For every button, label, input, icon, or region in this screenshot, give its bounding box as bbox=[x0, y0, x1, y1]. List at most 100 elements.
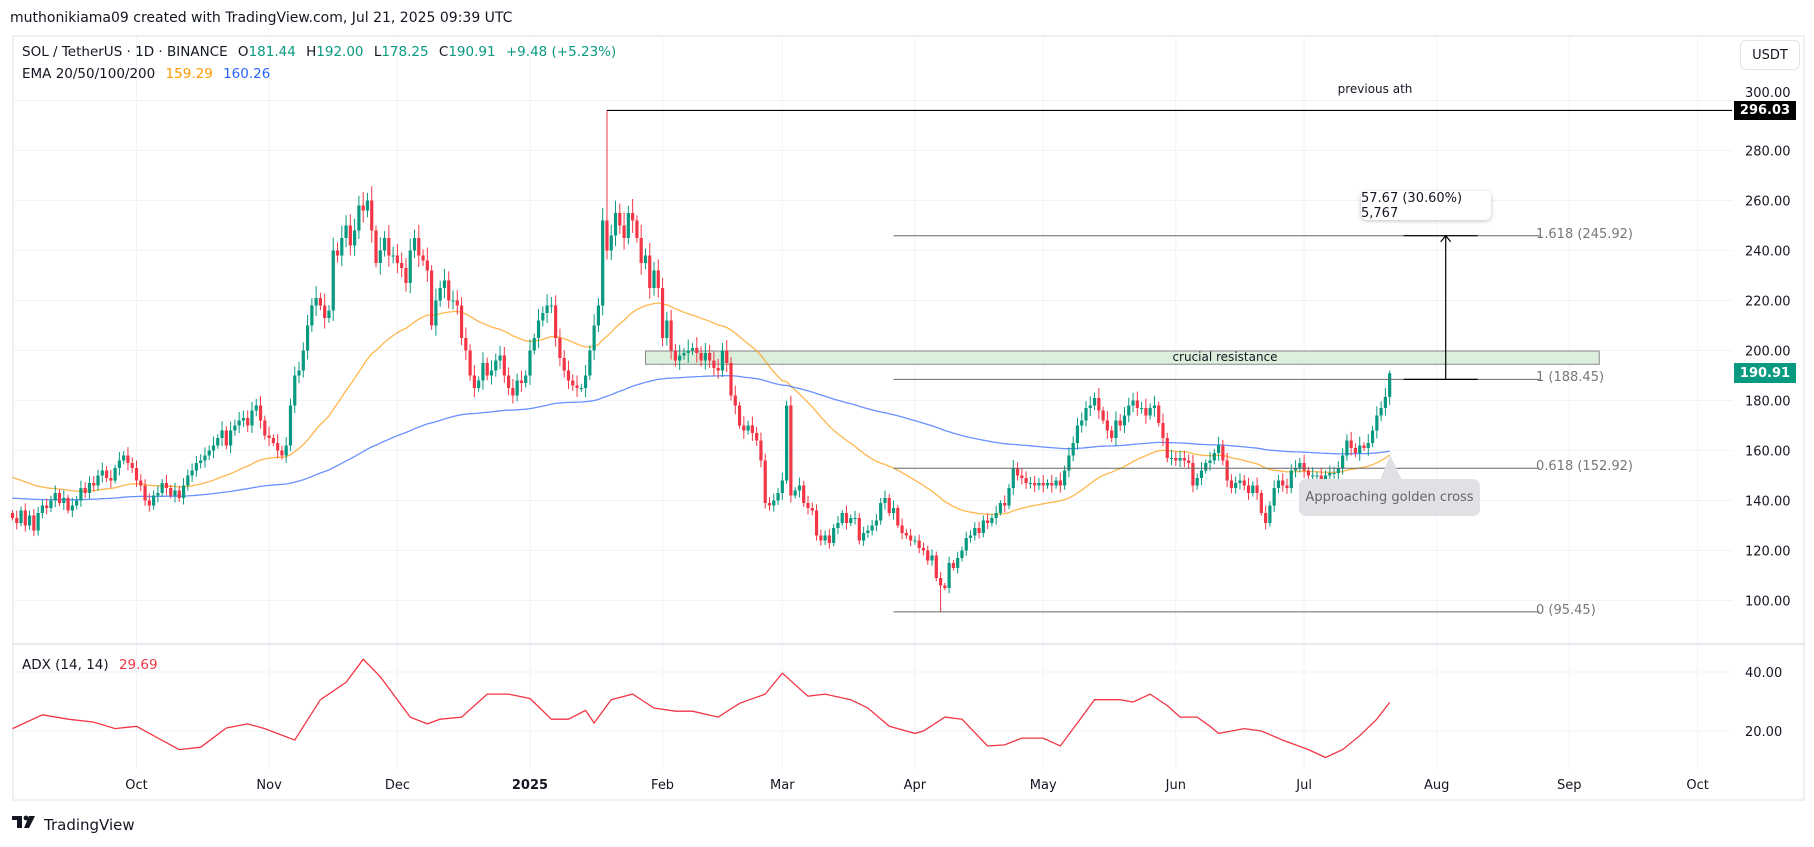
candle-body bbox=[686, 350, 690, 353]
candle bbox=[1161, 413, 1165, 447]
candle bbox=[1174, 451, 1178, 467]
candle-body bbox=[1020, 475, 1024, 478]
time-axis-label: Aug bbox=[1424, 778, 1449, 793]
candle-body bbox=[1080, 420, 1084, 426]
candle bbox=[759, 432, 763, 468]
candle bbox=[485, 357, 489, 381]
candle-body bbox=[1144, 408, 1148, 416]
candle-body bbox=[964, 538, 968, 551]
candle bbox=[1118, 414, 1122, 432]
candle bbox=[810, 502, 814, 516]
candle bbox=[622, 212, 626, 250]
candle-body bbox=[169, 488, 173, 496]
candle bbox=[353, 218, 357, 256]
candle-body bbox=[75, 500, 79, 506]
candle bbox=[211, 436, 216, 459]
candle bbox=[464, 327, 468, 360]
candle bbox=[220, 421, 224, 447]
candle-body bbox=[737, 405, 742, 426]
candle bbox=[964, 531, 968, 556]
candle bbox=[934, 551, 938, 582]
candle-body bbox=[357, 205, 361, 231]
adx-legend: ADX (14, 14) 29.69 bbox=[22, 657, 164, 673]
candle-body bbox=[1161, 423, 1165, 438]
candle bbox=[32, 509, 36, 537]
candle-body bbox=[857, 518, 861, 541]
candle bbox=[904, 529, 908, 539]
candle-body bbox=[536, 320, 541, 338]
candle bbox=[776, 488, 780, 505]
candle-body bbox=[412, 238, 417, 251]
measure-tooltip: 57.67 (30.60%) 5,767 bbox=[1361, 191, 1491, 221]
tradingview-logo[interactable]: TradingView bbox=[12, 814, 135, 835]
candle-body bbox=[66, 498, 70, 511]
candle bbox=[181, 477, 186, 505]
time-axis-label: Oct bbox=[125, 778, 147, 793]
candle bbox=[720, 342, 725, 378]
candle bbox=[169, 484, 173, 499]
candle bbox=[344, 215, 348, 248]
candle-body bbox=[36, 513, 40, 531]
candle bbox=[725, 340, 729, 373]
candle bbox=[772, 493, 776, 512]
candle-body bbox=[177, 490, 181, 498]
candle bbox=[152, 490, 156, 510]
time-axis-label: Sep bbox=[1557, 778, 1582, 793]
candle bbox=[199, 454, 203, 469]
candle bbox=[874, 514, 879, 532]
candle-body bbox=[956, 558, 960, 568]
candle bbox=[853, 510, 857, 525]
candle bbox=[712, 351, 716, 376]
candle-body bbox=[387, 238, 391, 256]
candle bbox=[605, 110, 609, 260]
candle-body bbox=[284, 445, 288, 456]
candle bbox=[1041, 475, 1045, 493]
candle bbox=[1033, 475, 1037, 493]
candle bbox=[631, 199, 635, 233]
candle-body bbox=[844, 513, 849, 523]
candle bbox=[156, 485, 160, 503]
candle bbox=[596, 298, 601, 332]
candle bbox=[990, 514, 994, 527]
candle bbox=[1075, 417, 1080, 450]
candle bbox=[301, 342, 305, 378]
candle-body bbox=[1033, 483, 1037, 486]
candle-body bbox=[1169, 458, 1174, 459]
candle-body bbox=[755, 433, 759, 441]
candle bbox=[1238, 473, 1242, 490]
candle-body bbox=[502, 355, 506, 376]
candle-body bbox=[468, 350, 472, 376]
candle bbox=[75, 495, 79, 510]
candle bbox=[288, 398, 293, 452]
candle-body bbox=[827, 535, 831, 543]
price-axis-label: 260.00 bbox=[1745, 195, 1791, 210]
candle-body bbox=[635, 220, 639, 238]
ema-label[interactable]: EMA 20/50/100/200 bbox=[22, 66, 156, 82]
candle bbox=[866, 525, 870, 538]
candle bbox=[746, 420, 750, 435]
currency-button[interactable]: USDT bbox=[1740, 40, 1800, 70]
candle-body bbox=[1041, 483, 1045, 486]
candle-body bbox=[1088, 405, 1092, 408]
candle bbox=[883, 490, 887, 510]
candle bbox=[977, 521, 981, 539]
time-axis-label: Feb bbox=[651, 778, 674, 793]
candle-body bbox=[70, 505, 74, 511]
symbol-name[interactable]: SOL / TetherUS · 1D · BINANCE bbox=[22, 44, 228, 60]
adx-label[interactable]: ADX (14, 14) bbox=[22, 657, 109, 673]
candle-body bbox=[477, 380, 481, 388]
candle-body bbox=[485, 363, 489, 376]
candle-body bbox=[708, 353, 712, 361]
candle-body bbox=[913, 540, 917, 542]
ema-value-orange: 159.29 bbox=[165, 66, 213, 82]
candle-body bbox=[1238, 480, 1242, 483]
candle bbox=[23, 503, 27, 532]
candle bbox=[1131, 392, 1135, 413]
candle bbox=[1225, 452, 1229, 488]
candle bbox=[1003, 495, 1007, 513]
candle-body bbox=[1225, 460, 1229, 481]
candle-body bbox=[519, 380, 524, 383]
candle-body bbox=[1114, 420, 1118, 438]
candle bbox=[203, 447, 207, 468]
